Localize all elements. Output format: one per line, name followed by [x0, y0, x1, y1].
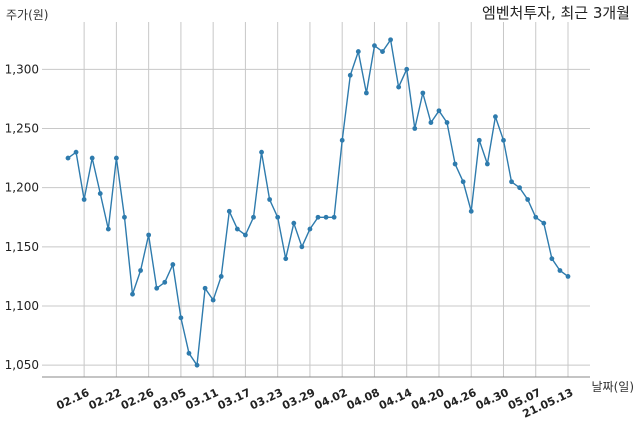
data-point	[178, 315, 184, 321]
data-point	[388, 37, 393, 43]
x-tick-label: 04.20	[409, 386, 446, 413]
y-axis-label: 주가(원)	[6, 8, 49, 22]
data-point	[428, 120, 434, 125]
y-tick-label: 1,300	[5, 62, 39, 76]
data-point	[355, 49, 361, 54]
data-point	[113, 155, 119, 161]
data-point	[452, 161, 458, 167]
data-point	[73, 149, 79, 155]
x-tick-label: 03.29	[280, 386, 317, 412]
data-point	[476, 137, 482, 143]
data-point	[210, 297, 216, 303]
y-tick-label: 1,150	[5, 240, 39, 254]
data-point	[138, 268, 143, 273]
data-point	[146, 232, 152, 238]
x-tick-label: 02.26	[119, 386, 156, 413]
data-point	[105, 226, 111, 232]
data-point	[81, 197, 87, 202]
data-point	[549, 256, 555, 262]
data-point	[170, 262, 176, 267]
data-point	[275, 214, 281, 220]
data-point	[541, 220, 547, 226]
data-point	[307, 226, 313, 232]
x-tick-label: 03.05	[151, 386, 188, 412]
data-point	[234, 226, 240, 232]
x-tick-label: 03.23	[248, 386, 285, 412]
data-point	[186, 350, 192, 356]
data-point	[243, 232, 248, 238]
data-point	[315, 214, 321, 220]
data-point	[339, 137, 345, 143]
x-tick-label: 02.16	[54, 386, 91, 413]
data-point	[323, 214, 329, 220]
data-point	[97, 191, 103, 196]
y-tick-label: 1,250	[5, 122, 39, 136]
x-axis-label: 날짜(일)	[591, 380, 634, 394]
data-point	[436, 108, 442, 114]
data-point	[412, 126, 418, 131]
data-point	[517, 185, 523, 191]
data-point	[372, 43, 377, 49]
data-point	[484, 161, 490, 167]
x-tick-label: 04.30	[474, 386, 511, 413]
data-point	[331, 214, 337, 220]
y-tick-label: 1,200	[5, 181, 39, 195]
data-point	[347, 72, 353, 78]
x-tick-label: 02.22	[87, 386, 124, 412]
x-tick-label: 04.08	[345, 386, 382, 412]
data-point	[89, 155, 95, 161]
data-point	[444, 120, 450, 125]
data-point	[122, 214, 127, 220]
data-point	[154, 285, 160, 291]
data-point	[557, 268, 563, 273]
data-point	[162, 279, 168, 285]
x-tick-label: 04.02	[312, 386, 349, 412]
data-point	[404, 66, 410, 72]
x-tick-label: 04.26	[441, 386, 478, 413]
data-point	[291, 220, 297, 226]
data-point	[363, 90, 369, 96]
data-point	[460, 179, 466, 185]
data-point	[380, 49, 385, 54]
x-tick-label: 03.17	[216, 386, 253, 412]
y-tick-label: 1,050	[5, 358, 39, 372]
x-tick-label: 03.11	[183, 386, 220, 412]
data-point	[468, 208, 474, 214]
chart-title: 엠벤처투자, 최근 3개월	[481, 4, 630, 22]
y-tick-label: 1,100	[5, 299, 39, 313]
series-line	[67, 37, 569, 368]
data-point	[493, 114, 498, 120]
data-point	[65, 155, 71, 161]
data-point	[218, 274, 224, 279]
data-point	[130, 291, 135, 297]
data-point	[565, 274, 571, 279]
data-point	[299, 244, 305, 250]
data-point	[525, 197, 531, 202]
data-point	[420, 90, 426, 96]
data-point	[396, 84, 402, 90]
data-point	[509, 179, 514, 185]
data-point	[267, 197, 273, 202]
data-point	[501, 137, 506, 143]
data-point	[194, 362, 200, 368]
data-point	[202, 285, 208, 291]
data-point	[533, 214, 539, 220]
data-point	[226, 208, 232, 214]
data-point	[259, 149, 264, 155]
data-point	[251, 214, 256, 220]
data-point	[283, 256, 289, 262]
x-tick-label: 04.14	[377, 386, 414, 413]
